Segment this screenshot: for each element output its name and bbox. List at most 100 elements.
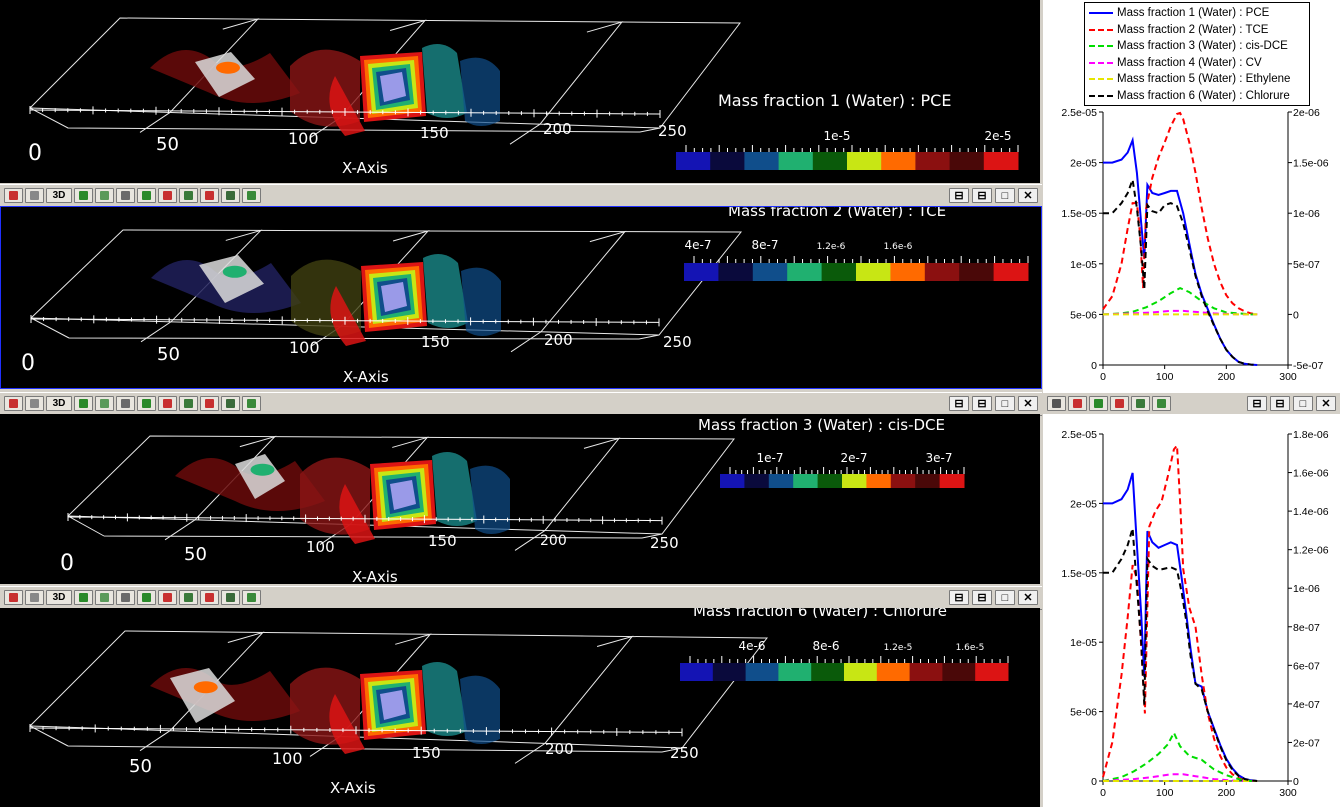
legend-label: Mass fraction 6 (Water) : Chlorure <box>1117 89 1290 102</box>
series-line <box>1103 528 1258 782</box>
color-swatch <box>847 152 882 170</box>
select-icon[interactable] <box>158 590 177 605</box>
query-icon[interactable] <box>221 396 240 411</box>
reset-view-icon[interactable] <box>74 396 93 411</box>
axis-icon[interactable] <box>95 396 114 411</box>
pick-icon[interactable] <box>1089 396 1108 411</box>
spreadsheet-icon[interactable] <box>242 590 261 605</box>
split-vertical-button[interactable]: ⊟ <box>972 396 992 411</box>
split-vertical-button[interactable]: ⊟ <box>1270 396 1290 411</box>
y-left-tick-label: 1e-05 <box>1070 637 1097 649</box>
camera-icon[interactable] <box>25 396 44 411</box>
color-swatch <box>778 152 814 170</box>
color-legend-bar <box>676 145 1019 170</box>
mode-3d-button[interactable]: 3D <box>46 188 72 203</box>
split-icon[interactable] <box>4 188 23 203</box>
mode-3d-button[interactable]: 3D <box>46 396 72 411</box>
render-view-4[interactable]: 50 100 150 200 250 X-Axis Mass fraction 6 (Wat… <box>0 608 1040 807</box>
color-swatch <box>993 263 1029 281</box>
zoom-icon[interactable] <box>116 188 135 203</box>
axis-icon[interactable] <box>95 590 114 605</box>
spreadsheet-icon[interactable] <box>242 396 261 411</box>
axis-tick-label: 100 <box>306 538 335 556</box>
grid-icon[interactable] <box>1131 396 1150 411</box>
colorbar-tick-label: 1.6e-5 <box>956 643 985 653</box>
grid-icon[interactable] <box>200 396 219 411</box>
scalar-bar-title: Mass fraction 2 (Water) : TCE <box>728 207 946 220</box>
select-icon[interactable] <box>1068 396 1087 411</box>
legend-label: Mass fraction 3 (Water) : cis-DCE <box>1117 40 1288 53</box>
close-button[interactable]: ✕ <box>1018 590 1038 605</box>
legend-item: Mass fraction 2 (Water) : TCE <box>1089 22 1305 39</box>
query-icon[interactable] <box>221 188 240 203</box>
line-chart-bottom[interactable]: 0 100 200 300 0 5e-06 1e-05 1.5e-05 2e-05 2.5e-05… <box>1043 414 1340 807</box>
y-right-tick-label: 5e-07 <box>1293 259 1320 271</box>
split-horizontal-button[interactable]: ⊟ <box>1247 396 1267 411</box>
maximize-button[interactable]: □ <box>995 188 1015 203</box>
scalar-bar-title: Mass fraction 6 (Water) : Chlorure <box>693 608 947 620</box>
split-horizontal-button[interactable]: ⊟ <box>949 188 969 203</box>
y-right-tick-label: 8e-07 <box>1293 622 1320 634</box>
x-tick-label: 100 <box>1156 787 1174 799</box>
zoom-icon[interactable] <box>116 396 135 411</box>
maximize-button[interactable]: □ <box>1293 396 1313 411</box>
series-line <box>1103 136 1258 366</box>
camera-icon[interactable] <box>25 590 44 605</box>
color-legend-bar <box>680 656 1009 681</box>
split-horizontal-button[interactable]: ⊟ <box>949 590 969 605</box>
color-swatch <box>866 474 892 488</box>
zoom-icon[interactable] <box>116 590 135 605</box>
reset-view-icon[interactable] <box>74 590 93 605</box>
filter-icon[interactable] <box>179 188 198 203</box>
colorbar-tick-label: 1.2e-6 <box>817 242 846 252</box>
pick-icon[interactable] <box>137 396 156 411</box>
mode-3d-button[interactable]: 3D <box>46 590 72 605</box>
close-button[interactable]: ✕ <box>1018 188 1038 203</box>
split-vertical-button[interactable]: ⊟ <box>972 188 992 203</box>
maximize-button[interactable]: □ <box>995 590 1015 605</box>
color-legend-bar <box>684 256 1029 281</box>
axis-tick-label: 200 <box>543 120 572 138</box>
toolbar-icons: 3D <box>4 590 261 605</box>
split-horizontal-button[interactable]: ⊟ <box>949 396 969 411</box>
spreadsheet-icon[interactable] <box>242 188 261 203</box>
colorbar-tick-label: 2e-5 <box>985 129 1012 143</box>
color-swatch <box>684 263 719 281</box>
grid-icon[interactable] <box>200 188 219 203</box>
filter-icon[interactable] <box>179 590 198 605</box>
query-icon[interactable] <box>221 590 240 605</box>
reset-view-icon[interactable] <box>74 188 93 203</box>
select-icon[interactable] <box>158 188 177 203</box>
color-swatch <box>811 663 845 681</box>
filter-icon[interactable] <box>1110 396 1129 411</box>
close-button[interactable]: ✕ <box>1316 396 1336 411</box>
color-swatch <box>710 152 745 170</box>
concentration-plume <box>175 452 510 544</box>
spreadsheet-icon[interactable] <box>1152 396 1171 411</box>
close-button[interactable]: ✕ <box>1018 396 1038 411</box>
filter-icon[interactable] <box>179 396 198 411</box>
render-view-3[interactable]: 0 50 100 150 200 250 X-Axis Mass fraction 3 (Wa… <box>0 414 1040 584</box>
render-view-1[interactable]: 0 50 100 150 200 250 X-Axis Mass fraction 1 (Wa… <box>0 0 1040 183</box>
x-tick-label: 100 <box>1156 371 1174 383</box>
scene-svg: 0 50 100 150 200 250 X-Axis Mass fraction 2 (Wa… <box>21 207 1029 386</box>
pick-icon[interactable] <box>137 590 156 605</box>
view-controls: ⊟ ⊟ □ ✕ <box>949 396 1038 411</box>
axis-icon[interactable] <box>95 188 114 203</box>
render-view-2[interactable]: 0 50 100 150 200 250 X-Axis Mass fraction 2 (Wa… <box>0 206 1042 389</box>
pick-icon[interactable] <box>137 188 156 203</box>
split-vertical-button[interactable]: ⊟ <box>972 590 992 605</box>
chart-toolbar: ⊟ ⊟ □ ✕ <box>1043 392 1340 416</box>
select-icon[interactable] <box>158 396 177 411</box>
camera-icon[interactable] <box>25 188 44 203</box>
color-swatch <box>942 663 976 681</box>
y-left-tick-label: 2.5e-05 <box>1061 107 1097 119</box>
split-icon[interactable] <box>4 590 23 605</box>
grid-icon[interactable] <box>200 590 219 605</box>
maximize-button[interactable]: □ <box>995 396 1015 411</box>
zoom-icon[interactable] <box>1047 396 1066 411</box>
colorbar-tick-label: 4e-7 <box>685 238 712 252</box>
colorbar-tick-label: 8e-7 <box>752 238 779 252</box>
split-icon[interactable] <box>4 396 23 411</box>
y-right-tick-label: -5e-07 <box>1293 360 1324 372</box>
